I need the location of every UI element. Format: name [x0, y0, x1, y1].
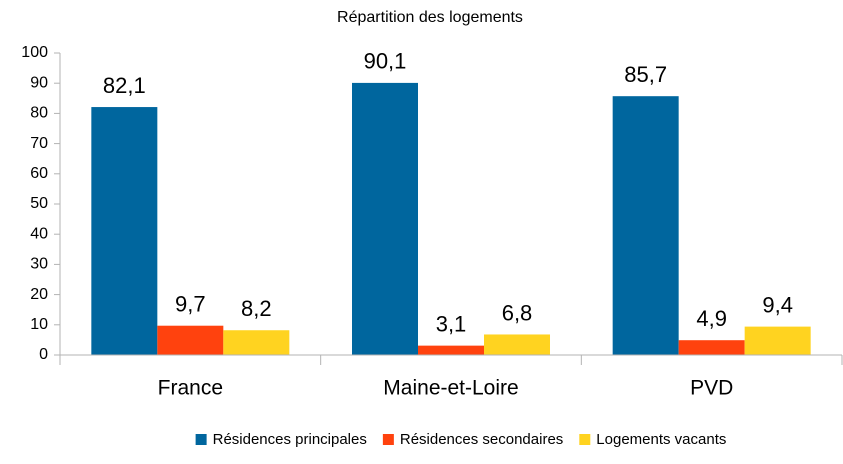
bar	[157, 325, 224, 355]
y-tick-label: 100	[21, 44, 48, 61]
bar	[484, 334, 550, 355]
y-tick-label: 40	[30, 225, 48, 242]
data-label: 6,8	[502, 300, 533, 325]
bar	[223, 330, 290, 355]
y-tick-label: 60	[30, 165, 48, 182]
x-tick-label: Maine-et-Loire	[383, 377, 518, 400]
x-tick-label: France	[158, 377, 223, 400]
y-tick-label: 10	[30, 316, 48, 333]
bar	[744, 326, 811, 355]
data-label: 82,1	[103, 73, 146, 98]
y-tick-label: 20	[30, 286, 48, 303]
bar	[352, 82, 418, 355]
y-tick-label: 30	[30, 256, 48, 273]
y-tick-label: 0	[39, 346, 48, 363]
legend-swatch	[195, 434, 207, 445]
data-label: 8,2	[241, 296, 272, 321]
y-tick-label: 90	[30, 74, 48, 91]
bar	[612, 96, 679, 355]
legend-label: Logements vacants	[596, 431, 726, 448]
chart-title: Répartition des logements	[337, 9, 523, 26]
legend-swatch	[579, 434, 591, 445]
data-label: 85,7	[624, 62, 667, 87]
data-label: 4,9	[696, 306, 727, 331]
bar	[418, 345, 484, 355]
data-label: 9,7	[175, 292, 206, 317]
x-tick-label: PVD	[690, 377, 733, 400]
legend-label: Résidences principales	[213, 431, 367, 448]
bar	[91, 107, 158, 355]
y-tick-label: 80	[30, 105, 48, 122]
legend-label: Résidences secondaires	[400, 431, 563, 448]
bar	[678, 340, 745, 355]
legend-swatch	[382, 434, 394, 445]
data-label: 90,1	[364, 49, 407, 74]
data-label: 3,1	[436, 311, 467, 336]
y-tick-label: 50	[30, 195, 48, 212]
y-tick-label: 70	[30, 135, 48, 152]
data-label: 9,4	[762, 292, 793, 317]
